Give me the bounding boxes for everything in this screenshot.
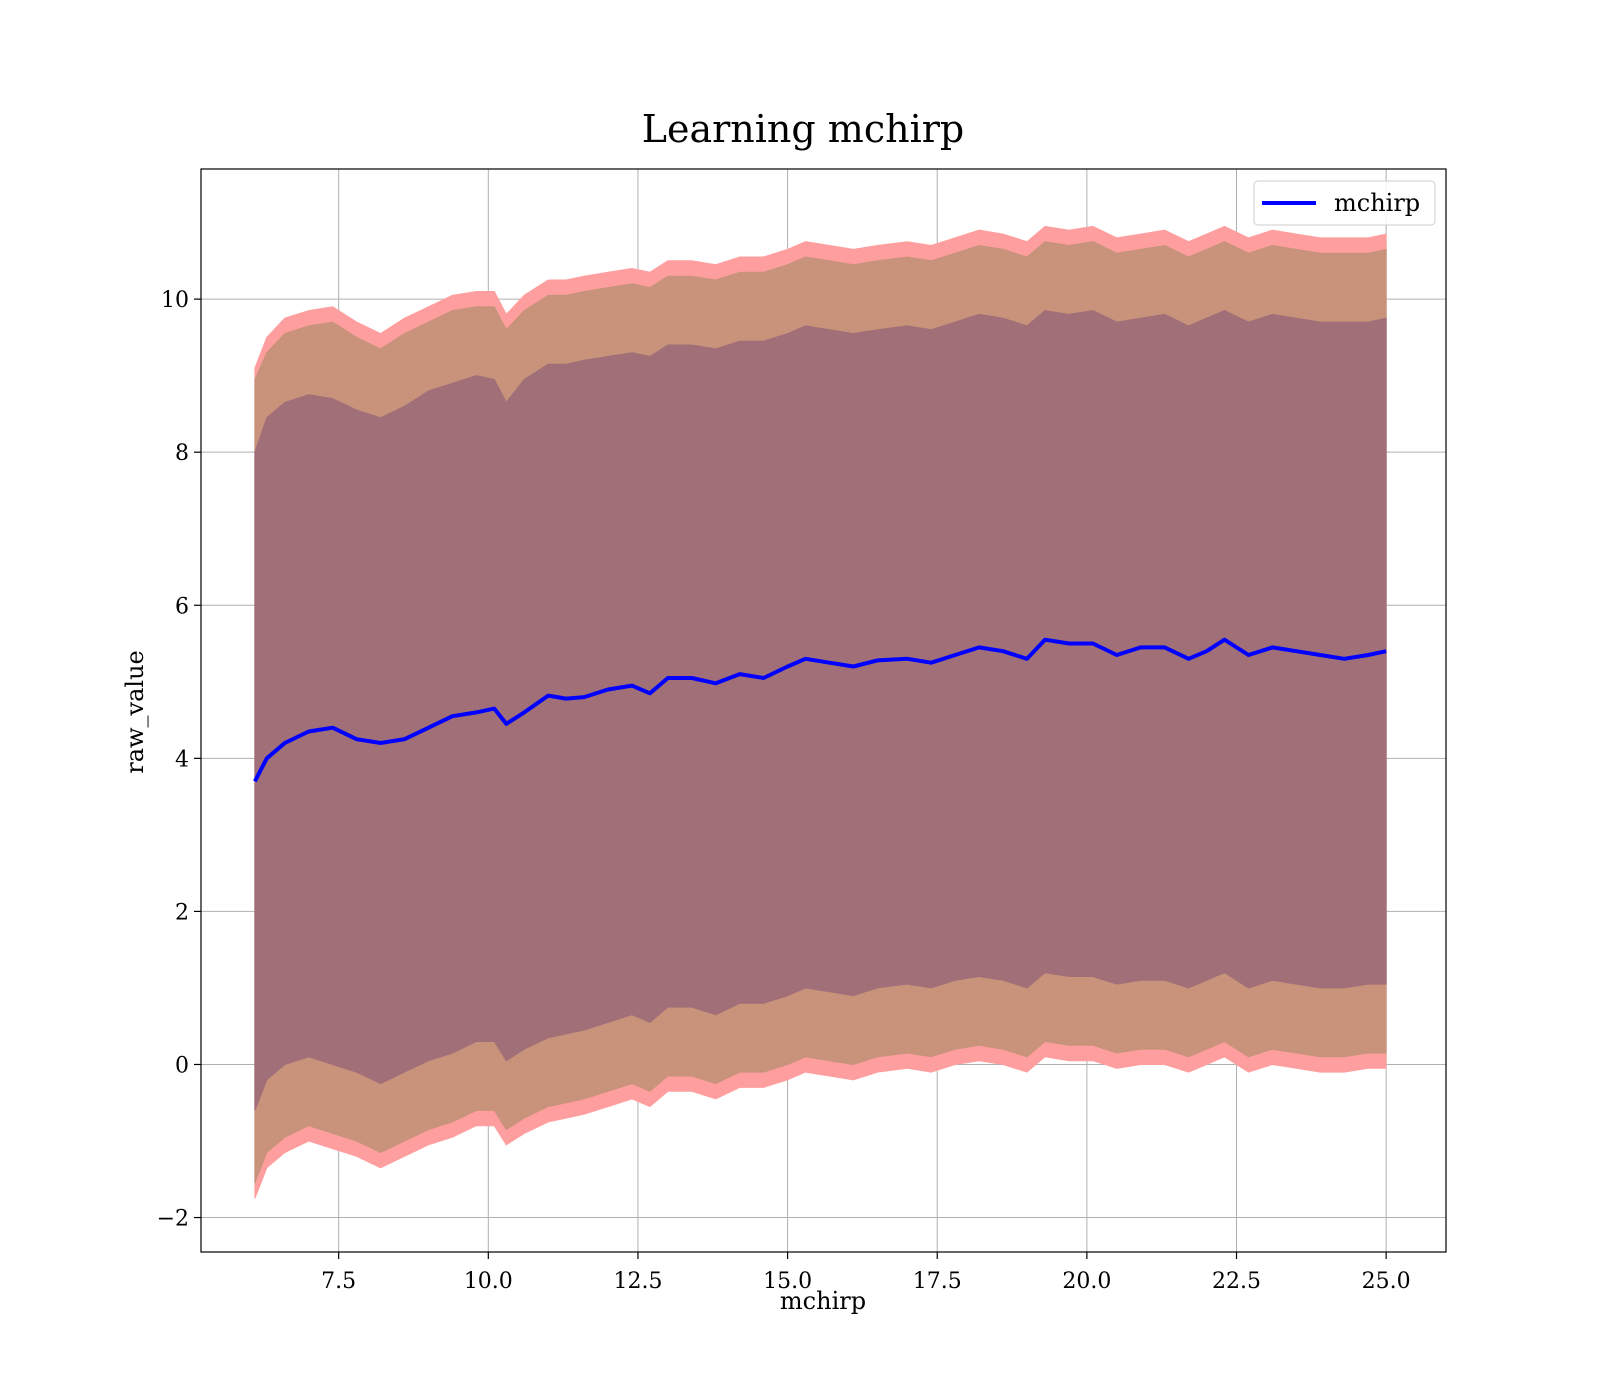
y-tick-label: 2 xyxy=(175,900,189,925)
x-axis-ticks: 7.5 10.0 12.5 15.0 17.5 20.0 22.5 25.0 xyxy=(321,1252,1411,1294)
confidence-bands xyxy=(254,225,1387,1199)
x-tick-label: 15.0 xyxy=(763,1269,812,1294)
legend: mchirp xyxy=(1253,180,1436,226)
plot-frame xyxy=(200,168,1447,1253)
inner-band xyxy=(254,310,1387,1111)
y-tick-label: −2 xyxy=(157,1207,189,1232)
y-tick-label: 8 xyxy=(175,441,189,466)
legend-box xyxy=(1253,180,1436,226)
x-tick-label: 20.0 xyxy=(1062,1269,1111,1294)
chart-title: Learning mchirp xyxy=(642,107,964,151)
x-tick-label: 25.0 xyxy=(1362,1269,1411,1294)
x-tick-label: 17.5 xyxy=(913,1269,962,1294)
y-axis-ticks: −2 0 2 4 6 8 10 xyxy=(157,288,201,1232)
x-axis-label: mchirp xyxy=(780,1287,866,1315)
x-tick-label: 12.5 xyxy=(613,1269,662,1294)
x-tick-label: 10.0 xyxy=(464,1269,513,1294)
legend-label-mchirp: mchirp xyxy=(1334,189,1420,217)
series-line-mchirp xyxy=(253,637,1387,783)
y-axis-label: raw_value xyxy=(121,650,149,774)
x-tick-label: 7.5 xyxy=(321,1269,356,1294)
y-tick-label: 10 xyxy=(161,288,189,313)
x-tick-label: 22.5 xyxy=(1212,1269,1261,1294)
y-tick-label: 6 xyxy=(175,594,189,619)
y-tick-label: 0 xyxy=(175,1053,189,1078)
series-layer xyxy=(253,637,1387,783)
y-tick-label: 4 xyxy=(175,747,189,772)
